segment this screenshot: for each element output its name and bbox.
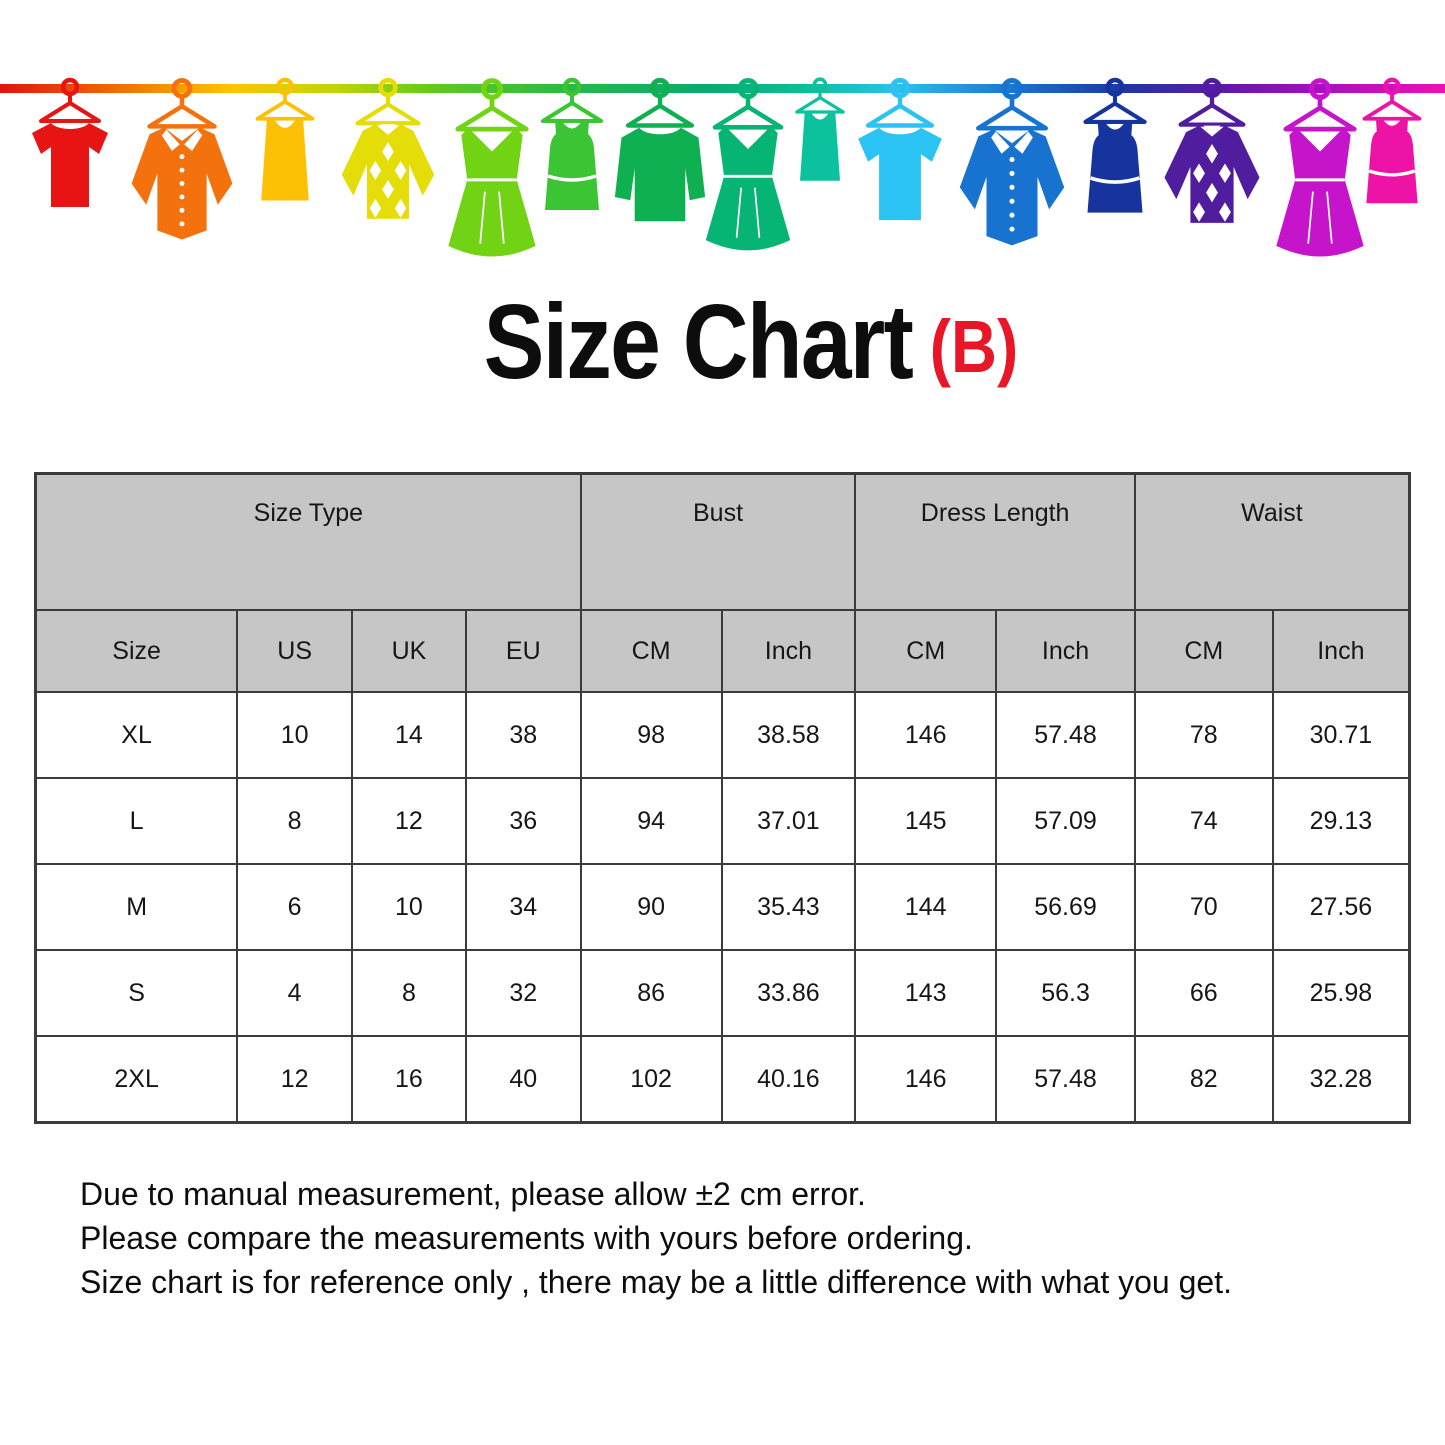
value-cell: 27.56 — [1271, 863, 1411, 951]
note-line: Please compare the measurements with you… — [80, 1220, 973, 1256]
value-cell: 10 — [351, 863, 467, 951]
value-cell: 146 — [854, 691, 998, 779]
value-cell: 74 — [1133, 777, 1274, 865]
value-cell: 90 — [579, 863, 723, 951]
notes: Due to manual measurement, please allow … — [80, 1172, 1232, 1304]
column-header-cm-8: CM — [1133, 609, 1274, 693]
title-text: Size Chart — [483, 283, 914, 401]
value-cell: 145 — [854, 777, 998, 865]
size-cell: L — [34, 777, 239, 865]
value-cell: 12 — [236, 1035, 354, 1124]
argyle-sweater-icon — [1164, 80, 1259, 223]
group-header-bust: Bust — [579, 472, 857, 611]
size-table: Size Type Bust Dress Length Waist Size US UK EU… — [34, 472, 1411, 1124]
value-cell: 86 — [579, 949, 723, 1037]
value-cell: 57.48 — [995, 1035, 1136, 1124]
tank-top-icon — [257, 80, 312, 201]
value-cell: 40 — [464, 1035, 582, 1124]
group-header-waist: Waist — [1133, 472, 1411, 611]
value-cell: 30.71 — [1271, 691, 1411, 779]
group-header-row: Size Type Bust Dress Length Waist — [34, 472, 1411, 611]
value-cell: 10 — [236, 691, 354, 779]
size-cell: XL — [34, 691, 239, 779]
value-cell: 8 — [351, 949, 467, 1037]
value-cell: 70 — [1133, 863, 1274, 951]
dress-icon — [448, 81, 535, 257]
argyle-sweater-icon — [342, 80, 434, 219]
column-header-cm-6: CM — [854, 609, 998, 693]
clothesline-banner — [0, 77, 1445, 280]
size-row-2xl: 2XL 12 16 40 102 40.16 146 57.48 82 32.28 — [34, 1035, 1411, 1124]
value-cell: 57.09 — [995, 777, 1136, 865]
column-header-inch-7: Inch — [995, 609, 1136, 693]
value-cell: 8 — [236, 777, 354, 865]
tank-dress-icon — [1364, 80, 1419, 204]
value-cell: 98 — [579, 691, 723, 779]
shirt-icon — [132, 80, 233, 239]
value-cell: 32 — [464, 949, 582, 1037]
value-cell: 37.01 — [720, 777, 857, 865]
value-cell: 12 — [351, 777, 467, 865]
value-cell: 56.3 — [995, 949, 1136, 1037]
column-header-row: Size US UK EU CM Inch CM Inch CM Inch — [34, 609, 1411, 693]
tank-top-icon — [794, 77, 846, 183]
value-cell: 33.86 — [720, 949, 857, 1037]
group-header-dress-length: Dress Length — [854, 472, 1136, 611]
value-cell: 40.16 — [720, 1035, 857, 1124]
value-cell: 4 — [236, 949, 354, 1037]
value-cell: 146 — [854, 1035, 998, 1124]
value-cell: 38 — [464, 691, 582, 779]
tshirt-icon — [858, 80, 942, 220]
value-cell: 6 — [236, 863, 354, 951]
tank-dress-icon — [543, 80, 601, 210]
note-line: Size chart is for reference only , there… — [80, 1264, 1232, 1300]
value-cell: 56.69 — [995, 863, 1136, 951]
note-line: Due to manual measurement, please allow … — [80, 1176, 866, 1212]
value-cell: 78 — [1133, 691, 1274, 779]
value-cell: 29.13 — [1271, 777, 1411, 865]
clothesline — [0, 84, 1445, 93]
column-header-size-0: Size — [34, 609, 239, 693]
value-cell: 35.43 — [720, 863, 857, 951]
value-cell: 82 — [1133, 1035, 1274, 1124]
value-cell: 143 — [854, 949, 998, 1037]
dress-icon — [1276, 81, 1363, 257]
size-row-l: L 8 12 36 94 37.01 145 57.09 74 29.13 — [34, 777, 1411, 865]
value-cell: 57.48 — [995, 691, 1136, 779]
size-cell: S — [34, 949, 239, 1037]
value-cell: 94 — [579, 777, 723, 865]
long-sleeve-icon — [615, 80, 705, 221]
column-header-inch-5: Inch — [720, 609, 857, 693]
value-cell: 25.98 — [1271, 949, 1411, 1037]
size-row-s: S 4 8 32 86 33.86 143 56.3 66 25.98 — [34, 949, 1411, 1037]
value-cell: 36 — [464, 777, 582, 865]
dress-icon — [706, 81, 790, 251]
column-header-eu-3: EU — [464, 609, 582, 693]
size-cell: M — [34, 863, 239, 951]
tshirt-icon — [32, 80, 108, 207]
column-header-us-1: US — [236, 609, 354, 693]
column-header-uk-2: UK — [351, 609, 467, 693]
tank-dress-icon — [1085, 80, 1144, 213]
size-cell: 2XL — [34, 1035, 239, 1124]
group-header-size-type: Size Type — [34, 472, 582, 611]
value-cell: 144 — [854, 863, 998, 951]
size-row-xl: XL 10 14 38 98 38.58 146 57.48 78 30.71 — [34, 691, 1411, 779]
title-suffix: (B) — [929, 305, 1019, 388]
value-cell: 32.28 — [1271, 1035, 1411, 1124]
value-cell: 102 — [579, 1035, 723, 1124]
column-header-cm-4: CM — [579, 609, 723, 693]
value-cell: 34 — [464, 863, 582, 951]
value-cell: 66 — [1133, 949, 1274, 1037]
page-title: Size Chart (B) — [101, 282, 1344, 403]
value-cell: 38.58 — [720, 691, 857, 779]
column-header-inch-9: Inch — [1271, 609, 1411, 693]
value-cell: 16 — [351, 1035, 467, 1124]
value-cell: 14 — [351, 691, 467, 779]
size-row-m: M 6 10 34 90 35.43 144 56.69 70 27.56 — [34, 863, 1411, 951]
shirt-icon — [960, 81, 1064, 246]
